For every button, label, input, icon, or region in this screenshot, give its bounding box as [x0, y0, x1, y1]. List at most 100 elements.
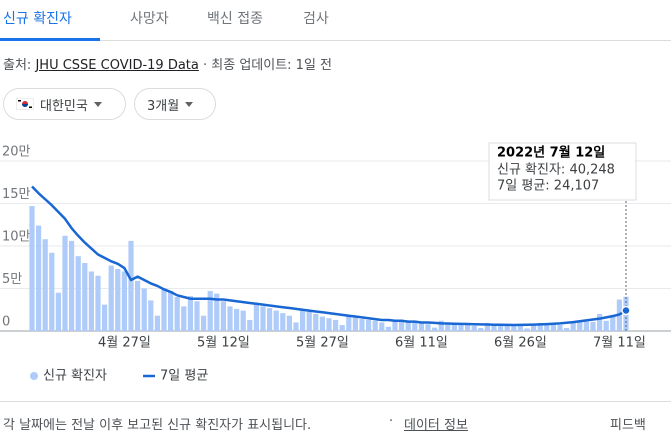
- bar: [346, 315, 352, 331]
- bar: [108, 265, 114, 331]
- bar: [359, 319, 365, 331]
- bar: [227, 306, 233, 331]
- bar: [174, 297, 180, 331]
- x-tick-label: 5월 12일: [197, 336, 250, 351]
- bar: [247, 319, 253, 331]
- bar: [306, 311, 312, 331]
- feedback-link[interactable]: 피드백: [610, 418, 646, 433]
- source-label: 출처:: [3, 58, 32, 73]
- bar: [201, 315, 207, 331]
- bar: [49, 252, 55, 331]
- tooltip-date: 2022년 7월 12일: [497, 145, 605, 161]
- bar: [273, 310, 279, 331]
- bar: [95, 275, 101, 331]
- bar: [597, 314, 603, 331]
- bar: [326, 318, 332, 331]
- tab[interactable]: 신규 확진자: [3, 11, 72, 27]
- bar: [392, 319, 398, 331]
- legend-label: 신규 확진자: [43, 369, 107, 384]
- bar: [445, 322, 451, 331]
- bar: [214, 293, 220, 331]
- y-tick-label: 20만: [2, 145, 31, 160]
- bar: [207, 291, 213, 331]
- range-dropdown[interactable]: 3개월: [134, 88, 216, 120]
- bar: [62, 235, 68, 331]
- bar: [42, 239, 48, 331]
- bar: [557, 325, 563, 331]
- y-tick-label: 5만: [2, 272, 22, 287]
- bar: [418, 323, 424, 331]
- tooltip-line: 신규 확진자: 40,248: [497, 163, 615, 178]
- bar: [194, 301, 200, 331]
- bar: [465, 325, 471, 331]
- bar: [531, 324, 537, 331]
- bar: [220, 301, 226, 331]
- bar: [399, 320, 405, 331]
- x-tick-label: 6월 26일: [494, 336, 547, 351]
- bar: [82, 263, 88, 331]
- tab-divider: [0, 40, 671, 41]
- bar: [577, 321, 583, 331]
- bar: [583, 321, 589, 331]
- bar: [504, 325, 510, 331]
- data-info-link[interactable]: 데이터 정보: [404, 418, 468, 433]
- bar: [570, 322, 576, 331]
- bar: [240, 310, 246, 331]
- x-tick-label: 7월 11일: [593, 336, 646, 351]
- bar: [564, 328, 570, 331]
- bar: [300, 310, 306, 331]
- footer-note: 각 날짜에는 전날 이후 보고된 신규 확진자가 표시됩니다.: [3, 418, 312, 433]
- bar: [69, 240, 75, 331]
- hover-point: [621, 305, 631, 316]
- caret: [185, 101, 194, 107]
- bar: [372, 320, 378, 331]
- footer-separator: ·: [389, 414, 394, 429]
- tab[interactable]: 검사: [303, 11, 329, 27]
- bar: [517, 325, 523, 331]
- y-tick-label: 10만: [2, 230, 31, 245]
- x-tick-label: 6월 11일: [395, 336, 448, 351]
- bar: [141, 288, 147, 331]
- bar: [471, 325, 477, 331]
- bar: [115, 268, 121, 331]
- bar: [55, 292, 61, 331]
- region-label: 대한민국: [40, 98, 88, 114]
- y-tick-label: 0: [2, 315, 10, 330]
- tab[interactable]: 백신 접종: [207, 11, 263, 27]
- bar: [319, 316, 325, 331]
- footer-divider: [0, 401, 671, 402]
- bar: [366, 319, 372, 331]
- bar: [438, 320, 444, 331]
- bar: [313, 314, 319, 331]
- bar: [352, 317, 358, 331]
- bar: [524, 328, 530, 331]
- bar: [36, 225, 42, 331]
- bar: [75, 256, 81, 331]
- source-link[interactable]: JHU CSSE COVID-19 Data: [35, 58, 199, 73]
- bar: [405, 321, 411, 331]
- region-dropdown[interactable]: 대한민국: [3, 88, 126, 120]
- bar: [121, 271, 127, 331]
- bar: [148, 300, 154, 331]
- bar: [425, 324, 431, 331]
- bar: [491, 323, 497, 331]
- bar: [610, 314, 616, 331]
- bar: [260, 306, 266, 331]
- bar: [432, 327, 438, 331]
- bar: [181, 306, 187, 331]
- legend-dot: [30, 372, 38, 380]
- flag: [16, 98, 34, 110]
- tooltip-box: [488, 142, 637, 201]
- tab[interactable]: 사망자: [130, 11, 169, 27]
- bar: [29, 206, 35, 331]
- bar: [339, 325, 345, 331]
- bar: [385, 326, 391, 331]
- bar: [154, 315, 160, 331]
- bar: [498, 324, 504, 331]
- average-line: [31, 185, 627, 327]
- bar: [590, 322, 596, 331]
- bar: [161, 288, 167, 331]
